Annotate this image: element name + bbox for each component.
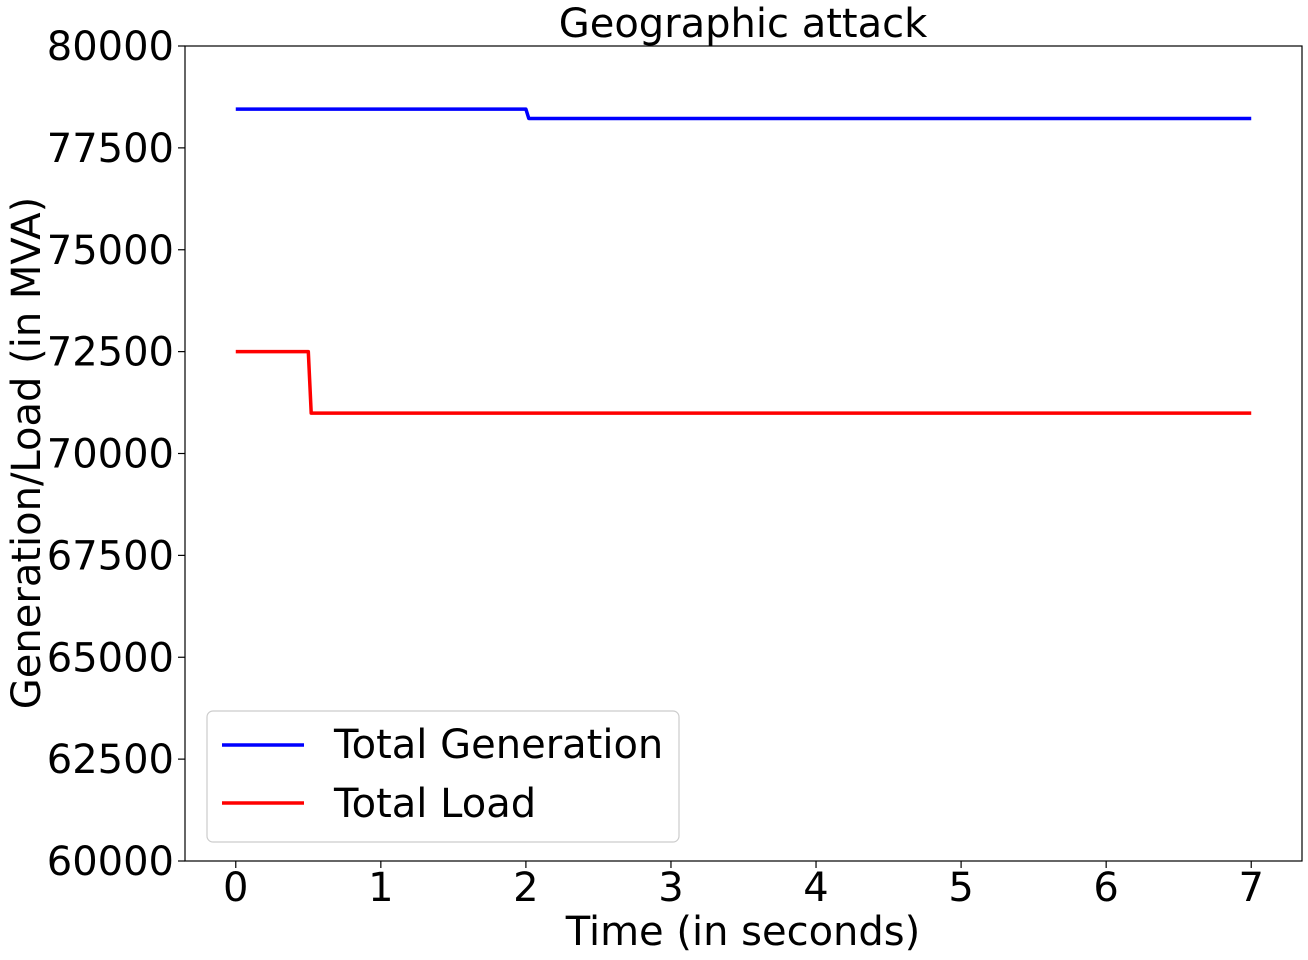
y-tick-label: 60000 <box>47 839 174 885</box>
x-tick-label: 6 <box>1093 865 1118 911</box>
y-tick-label: 77500 <box>47 126 174 172</box>
series-line-total-load <box>235 349 1252 415</box>
y-tick-label: 72500 <box>47 330 174 376</box>
y-tick-label: 75000 <box>47 228 174 274</box>
legend-label-total-load: Total Load <box>333 781 536 827</box>
y-tick-label: 65000 <box>47 635 174 681</box>
x-tick-label: 2 <box>513 865 538 911</box>
y-tick-label: 67500 <box>47 533 174 579</box>
x-ticks: 0 1 2 3 4 5 6 7 <box>223 861 1264 911</box>
legend-box <box>206 710 680 843</box>
series-layer <box>235 107 1252 415</box>
legend-label-total-generation: Total Generation <box>333 722 663 768</box>
x-tick-label: 0 <box>223 865 248 911</box>
x-tick-label: 4 <box>803 865 828 911</box>
y-tick-label: 70000 <box>47 432 174 478</box>
y-ticks: 60000 62500 65000 67500 70000 72500 75000 77500… <box>47 24 185 885</box>
x-tick-label: 1 <box>368 865 393 911</box>
series-line-total-generation <box>235 107 1252 121</box>
y-axis-label: Generation/Load (in MVA) <box>4 197 50 709</box>
legend: Total Generation Total Load <box>206 710 680 843</box>
x-tick-label: 5 <box>948 865 973 911</box>
y-tick-label: 80000 <box>47 24 174 70</box>
y-tick-label: 62500 <box>47 737 174 783</box>
x-tick-label: 3 <box>658 865 683 911</box>
x-axis-label: Time (in seconds) <box>565 909 921 955</box>
chart-title: Geographic attack <box>559 1 928 47</box>
x-tick-label: 7 <box>1239 865 1264 911</box>
